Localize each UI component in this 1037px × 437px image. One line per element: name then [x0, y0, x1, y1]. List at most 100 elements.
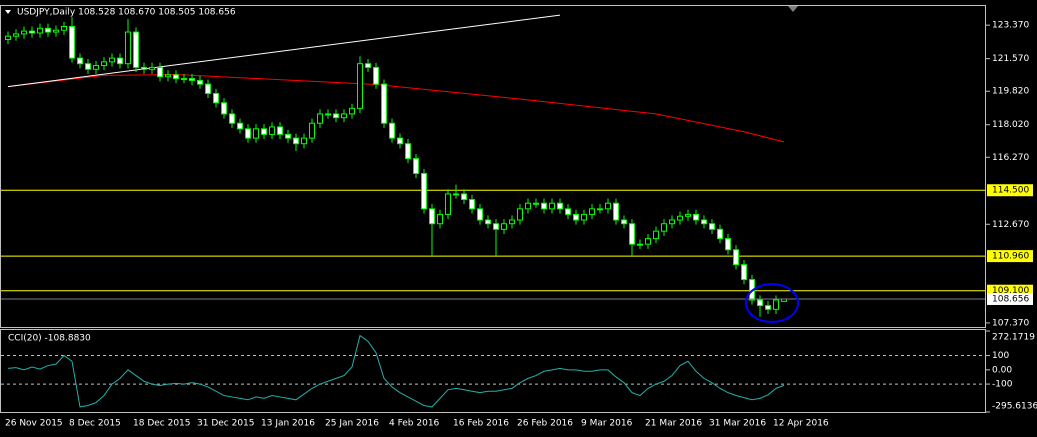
candle-body [61, 25, 67, 31]
x-tick-label: 13 Jan 2016 [261, 419, 315, 429]
candle-body [645, 238, 651, 245]
y-tick-label: 116.270 [992, 153, 1029, 163]
candle-body [13, 33, 19, 37]
candle-body [741, 264, 747, 281]
candle-body [381, 83, 387, 124]
candle-body [469, 199, 475, 210]
x-tick-label: 18 Dec 2015 [133, 419, 191, 429]
candle-body [669, 219, 675, 225]
candle-body [37, 27, 43, 34]
candle-body [373, 66, 379, 85]
candle-body [685, 213, 691, 217]
y-tick-label: 107.370 [992, 318, 1029, 328]
candle-body [509, 219, 515, 225]
candle-body [21, 30, 27, 35]
x-tick-label: 31 Dec 2015 [197, 419, 255, 429]
x-tick-label: 26 Nov 2015 [5, 419, 63, 429]
y-tick-label: 100 [992, 351, 1009, 361]
candle-body [333, 113, 339, 119]
x-tick-label: 8 Dec 2015 [69, 419, 121, 429]
candle-body [613, 202, 619, 221]
candle-body [557, 202, 563, 210]
candle-body [757, 299, 763, 307]
candle-body [85, 63, 91, 70]
candle-body [173, 74, 179, 80]
layer: 123.370 121.570 119.820 118.020 116.270 112.6… [1, 14, 1037, 429]
x-tick-label: 16 Feb 2016 [453, 419, 509, 429]
candle-body [453, 193, 459, 196]
x-tick-label: 12 Apr 2016 [773, 419, 829, 429]
y-tick-label: 121.570 [992, 54, 1029, 64]
candle-body [317, 113, 323, 124]
candle-body [517, 208, 523, 221]
chart-title: USDJPY,Daily 108.528 108.670 108.505 108… [17, 8, 236, 18]
candle-body [549, 202, 555, 210]
candle-body [261, 128, 267, 135]
candle-body [269, 126, 275, 135]
y-tick-label: 123.370 [992, 21, 1029, 31]
x-tick-label: 26 Feb 2016 [517, 419, 573, 429]
candle-body [525, 202, 531, 210]
candle-body [141, 66, 147, 70]
candle-body [485, 219, 491, 225]
overlay-line [7, 73, 785, 143]
candle-body [189, 78, 195, 81]
candle-body [629, 223, 635, 245]
level-label: 110.960 [992, 252, 1029, 262]
candle-body [125, 31, 131, 65]
y-tick-label: 272.1719 [992, 333, 1035, 343]
candle-body [733, 249, 739, 266]
candle-body [533, 202, 539, 205]
candle-body [285, 133, 291, 139]
candle-body [637, 243, 643, 246]
candle-body [397, 137, 403, 145]
candle-body [53, 29, 59, 33]
candle-body [341, 113, 347, 119]
main-panel [0, 5, 986, 328]
cci-line [7, 334, 785, 408]
level-label: 114.500 [992, 186, 1029, 196]
candle-body [725, 238, 731, 251]
candle-body [581, 213, 587, 221]
candle-body [717, 228, 723, 240]
level-label-box [987, 250, 1033, 263]
candle-body [213, 92, 219, 104]
current-price-label: 108.656 [992, 294, 1029, 304]
y-tick-label: -295.6136 [992, 402, 1037, 412]
candle-body [573, 213, 579, 221]
candle-body [149, 66, 155, 70]
x-tick-label: 4 Feb 2016 [389, 419, 440, 429]
candle-body [157, 66, 163, 78]
candle-body [357, 63, 363, 109]
candle-body [205, 83, 211, 94]
candle-body [389, 122, 395, 139]
x-tick-label: 21 Mar 2016 [645, 419, 702, 429]
cci-panel [0, 329, 986, 413]
candle-body [349, 107, 355, 115]
candle-body [29, 30, 35, 34]
candle-body [301, 137, 307, 145]
candle-body [501, 223, 507, 230]
y-tick-label: 112.670 [992, 220, 1029, 230]
current-price-box [987, 292, 1033, 305]
candle-body [477, 208, 483, 221]
y-tick-label: 118.020 [992, 120, 1029, 130]
x-tick-label: 31 Mar 2016 [709, 419, 766, 429]
candle-body [77, 57, 83, 65]
candle-body [181, 78, 187, 81]
candle-body [197, 79, 203, 85]
indicator-title: CCI(20) -108.8830 [8, 334, 91, 344]
candle-body [221, 102, 227, 115]
candle-body [765, 305, 771, 310]
candle-body [325, 113, 331, 116]
candle-body [45, 27, 51, 33]
candle-body [69, 25, 75, 59]
candle-body [309, 122, 315, 139]
candle-body [701, 219, 707, 225]
candle-body [605, 202, 611, 210]
candle-body [429, 208, 435, 225]
candle-body [421, 172, 427, 210]
candle-body [661, 223, 667, 232]
